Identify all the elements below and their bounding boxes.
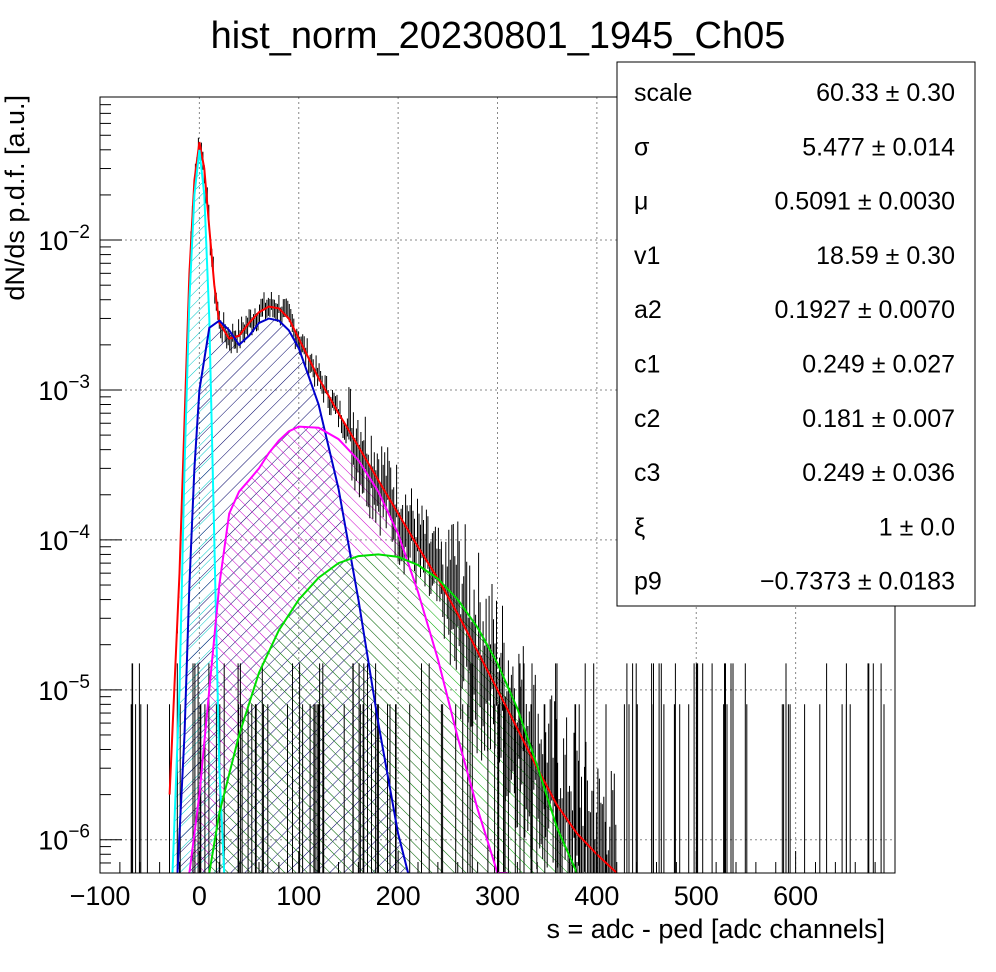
stats-param-name: v1 xyxy=(634,242,660,270)
stats-box: scale 60.33 ± 0.30 σ 5.477 ± 0.014 μ 0.5091 ±… xyxy=(616,61,976,607)
stats-param-name: scale xyxy=(634,79,692,107)
x-axis: −100 0 100 200 300 400 500 600 xyxy=(70,851,876,911)
x-tick-label: 200 xyxy=(376,881,421,911)
x-tick-label: 100 xyxy=(276,881,321,911)
y-axis-label: dN/ds p.d.f. [a.u.] xyxy=(0,95,30,301)
stats-param-value: 0.5091 ± 0.0030 xyxy=(774,188,955,216)
y-tick-label: 10−3 xyxy=(38,372,90,406)
x-axis-label: s = adc - ped [adc channels] xyxy=(547,914,885,944)
stats-param-name: a2 xyxy=(634,296,662,324)
stats-param-value: −0.7373 ± 0.0183 xyxy=(760,568,955,596)
stats-param-value: 1 ± 0.0 xyxy=(879,513,955,541)
stats-param-value: 0.249 ± 0.027 xyxy=(802,351,955,379)
stats-param-name: c1 xyxy=(634,351,660,379)
x-tick-label: 0 xyxy=(192,881,207,911)
stats-param-name: μ xyxy=(634,188,648,216)
chart-title: hist_norm_20230801_1945_Ch05 xyxy=(211,15,786,57)
fit-curves xyxy=(168,141,618,873)
x-tick-label: 400 xyxy=(574,881,619,911)
component-fills xyxy=(172,149,578,873)
y-tick-label: 10−4 xyxy=(38,522,90,556)
three-pe-curve-fill xyxy=(209,554,578,873)
stats-param-name: ξ xyxy=(634,513,645,541)
stats-param-value: 0.249 ± 0.036 xyxy=(802,459,955,487)
stats-param-value: 0.1927 ± 0.0070 xyxy=(774,296,955,324)
stats-param-value: 18.59 ± 0.30 xyxy=(816,242,955,270)
stats-param-name: σ xyxy=(634,133,650,161)
stats-param-name: c2 xyxy=(634,405,660,433)
stats-param-value: 5.477 ± 0.014 xyxy=(802,133,955,161)
x-tick-label: −100 xyxy=(70,881,131,911)
x-tick-label: 500 xyxy=(674,881,719,911)
three-pe-curve xyxy=(208,553,578,873)
two-pe-curve xyxy=(188,425,508,873)
y-tick-label: 10−5 xyxy=(38,672,90,706)
stats-param-value: 0.181 ± 0.007 xyxy=(802,405,955,433)
x-tick-label: 600 xyxy=(773,881,818,911)
stats-param-name: c3 xyxy=(634,459,660,487)
x-tick-label: 300 xyxy=(475,881,520,911)
stats-param-name: p9 xyxy=(634,568,662,596)
y-axis: 10−6 10−5 10−4 10−3 10−2 xyxy=(38,96,122,874)
one-pe-curve xyxy=(176,317,410,873)
y-tick-label: 10−6 xyxy=(38,822,90,856)
stats-param-value: 60.33 ± 0.30 xyxy=(816,79,955,107)
total-fit-curve xyxy=(168,141,618,873)
y-tick-label: 10−2 xyxy=(38,222,90,256)
